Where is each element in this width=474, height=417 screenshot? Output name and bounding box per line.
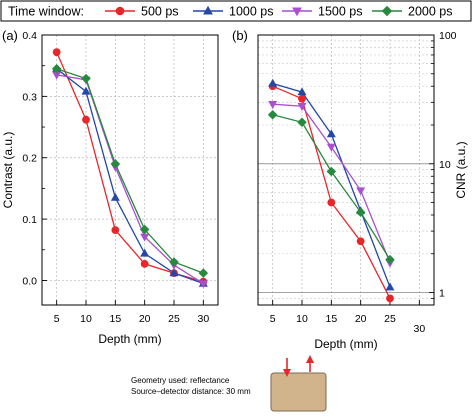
x-tick-label: 30 — [197, 313, 209, 325]
x-tick-label: 5 — [54, 313, 60, 325]
legend-entry-label: 500 ps — [141, 5, 179, 19]
y-tick-label: 0.2 — [22, 153, 37, 165]
data-point — [51, 64, 62, 74]
data-point — [169, 268, 179, 277]
data-point — [267, 110, 278, 120]
data-point — [198, 280, 208, 289]
data-point — [326, 129, 336, 138]
data-point — [356, 237, 365, 246]
legend-marker — [381, 5, 393, 17]
panel-b: (b) 5 10 15 20 25 30 1 10 100 Depth (mm) CNR (a.… — [232, 28, 468, 351]
data-point — [140, 248, 150, 257]
panel-a-y-axis-title: Contrast (a.u.) — [1, 132, 15, 209]
data-point — [198, 268, 209, 278]
x-tick-label: 10 — [80, 313, 92, 325]
legend-title: Time window: — [8, 5, 84, 19]
y-tick-label: 0.1 — [22, 214, 37, 226]
data-point — [386, 294, 394, 303]
data-point — [355, 207, 366, 218]
legend-marker — [292, 7, 302, 17]
x-tick-label: 25 — [384, 313, 396, 325]
y-tick-label: 0.3 — [22, 91, 37, 103]
data-point — [268, 78, 278, 87]
data-point — [327, 198, 336, 207]
x-tick-label: 20 — [139, 313, 151, 325]
legend-box — [0, 0, 472, 22]
data-point — [52, 48, 61, 57]
x-tick-label: 25 — [168, 313, 180, 325]
tissue-block — [270, 372, 327, 412]
panel-a-label: (a) — [2, 28, 18, 43]
data-point — [297, 87, 307, 96]
data-point — [326, 143, 336, 152]
data-point — [82, 115, 90, 124]
x-tick-label: 30 — [413, 323, 425, 335]
panel-a-frame — [41, 34, 219, 306]
panel-b-label: (b) — [232, 28, 248, 43]
y-tick-label: 100 — [439, 30, 457, 42]
x-tick-label: 10 — [296, 313, 308, 325]
data-point — [385, 282, 395, 291]
data-point — [169, 257, 179, 267]
legend-entry-label: 2000 ps — [408, 5, 452, 19]
detector-arrow-head — [306, 355, 314, 363]
data-point — [298, 94, 306, 103]
data-point — [297, 103, 307, 111]
panel-b-frame — [257, 34, 435, 306]
legend-entry-label: 1000 ps — [229, 5, 273, 19]
data-point — [297, 117, 307, 128]
geometry-inset: Geometry used: reflectance Source–detect… — [131, 355, 327, 412]
data-point — [81, 86, 91, 95]
data-point — [81, 73, 91, 84]
data-point — [385, 254, 395, 265]
x-tick-label: 15 — [325, 313, 337, 325]
y-tick-label: 1 — [439, 288, 445, 300]
geometry-note-line1: Geometry used: reflectance — [131, 376, 230, 385]
y-tick-label: 0.4 — [22, 30, 37, 42]
data-point — [110, 159, 121, 169]
panel-a: (a) 5 10 15 20 25 30 0.0 0.1 0.2 0.3 0.4 Depth (mm… — [1, 28, 219, 346]
panel-b-y-axis-title: CNR (a.u.) — [454, 141, 468, 198]
legend-marker — [115, 6, 125, 16]
legend-marker — [203, 5, 213, 15]
legend: Time window: 500 ps 1000 ps 1500 ps 2000 ps — [0, 0, 472, 22]
data-point — [326, 166, 337, 177]
x-tick-label: 20 — [355, 313, 367, 325]
series-line — [56, 68, 204, 285]
series-line — [56, 74, 204, 285]
x-tick-label: 5 — [270, 313, 276, 325]
source-arrow-head — [283, 369, 291, 377]
panel-b-x-axis-title: Depth (mm) — [314, 337, 377, 351]
panel-a-x-axis-title: Depth (mm) — [98, 332, 161, 346]
data-point — [110, 192, 120, 201]
legend-entry-label: 1500 ps — [318, 5, 362, 19]
data-point — [111, 226, 120, 235]
data-point — [268, 101, 278, 109]
series-line — [56, 68, 204, 274]
data-point — [139, 224, 150, 235]
x-tick-label: 15 — [109, 313, 121, 325]
geometry-note-line2: Source–detector distance: 30 mm — [131, 387, 251, 396]
y-tick-label: 10 — [439, 159, 451, 171]
data-point — [140, 259, 149, 268]
y-tick-label: 0.0 — [22, 275, 37, 287]
data-point — [356, 187, 366, 196]
